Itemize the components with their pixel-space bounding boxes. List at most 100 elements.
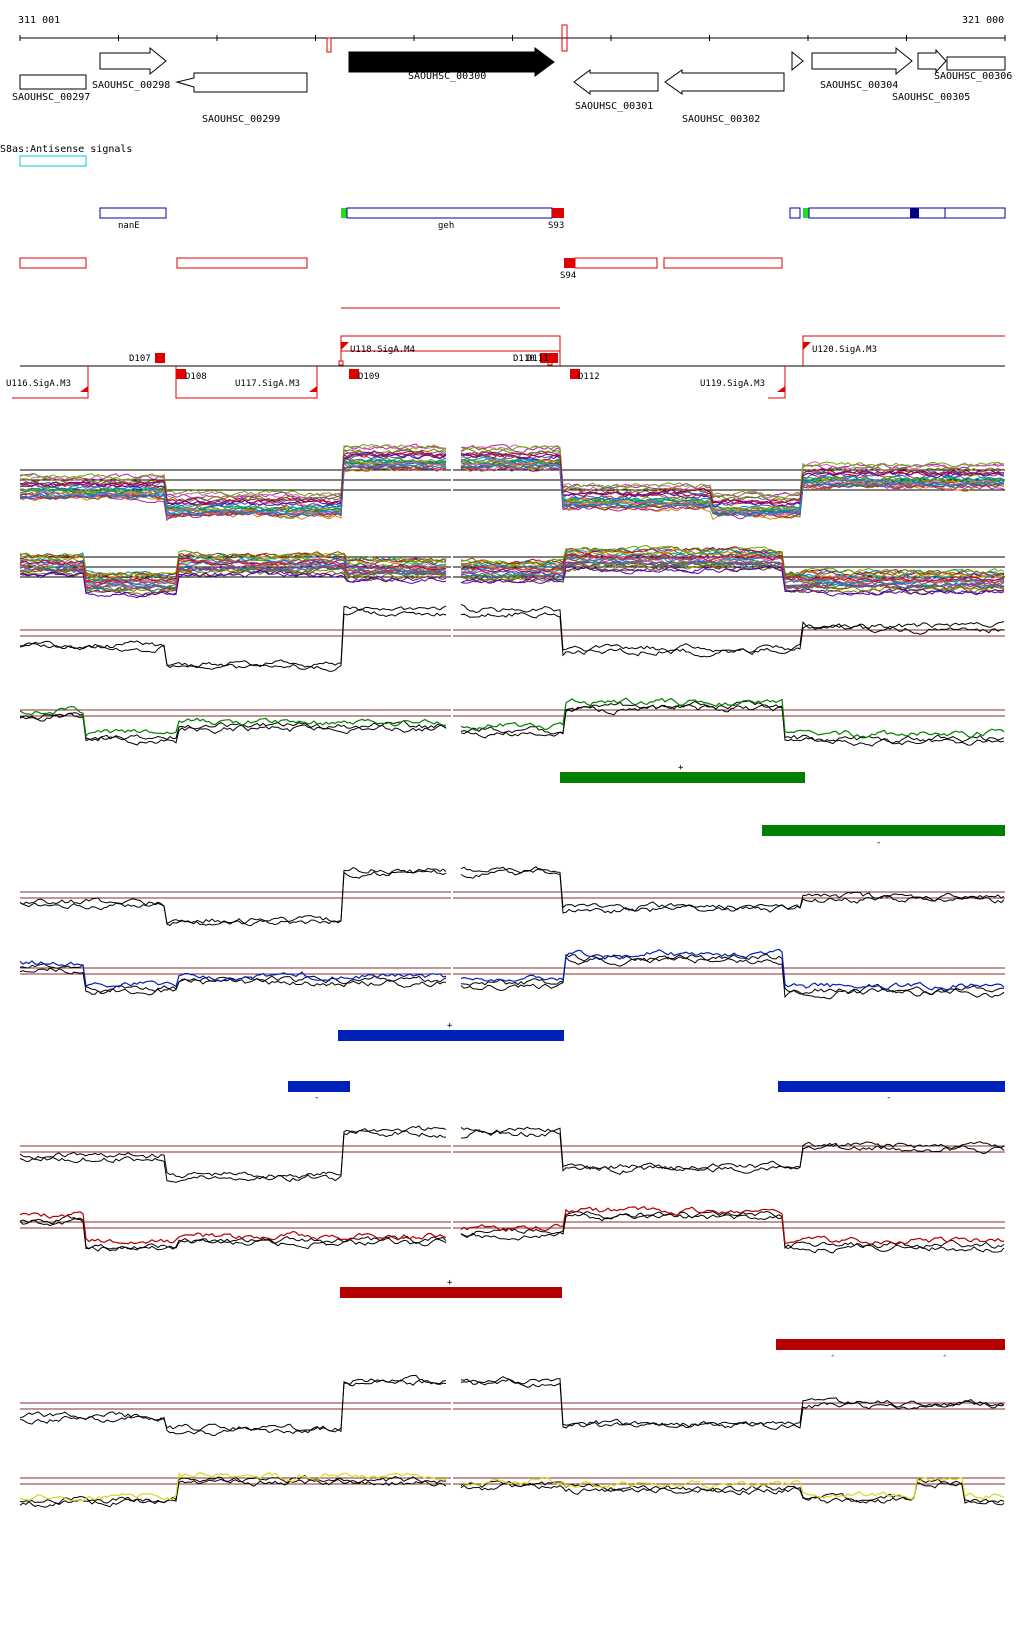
gene-arrow-00300[interactable] [348,47,555,77]
feature-red-2[interactable] [176,257,308,269]
signal-trace [19,449,447,503]
signal-trace [19,448,447,503]
gene-label-00306: SAOUHSC_00306 [934,71,1012,82]
feature-label-nanE: nanE [118,221,140,231]
feature-box-a[interactable] [789,207,801,219]
signal-trace [19,569,447,599]
signal-trace-colour [20,603,446,663]
annotation-track: S8as:Antisense signals nanE geh S93 S94 [0,144,1006,281]
signal-trace-black [460,1211,1005,1254]
panel-green-reverse [19,670,1005,760]
tss-span-u116 [12,366,89,399]
feature-red-4[interactable] [663,257,783,269]
tss-label-d110: D110 [513,354,535,364]
tss-label-u120: U120.SigA.M3 [812,345,877,355]
signal-trace-black [19,605,447,669]
feature-geh[interactable] [346,207,553,219]
segment-red-minus-sign-1: - [830,1351,835,1361]
feature-box-green [803,208,809,218]
tss-marker-d112[interactable] [570,369,580,379]
tss-label-u119: U119.SigA.M3 [700,379,765,389]
signal-trace [460,464,1005,517]
signal-trace-black [460,1210,1005,1250]
signal-trace-black [19,1217,447,1252]
tss-marker-d107[interactable] [155,353,165,363]
segment-bars: + - + - - + - - [288,763,1005,1361]
gene-label-00297: SAOUHSC_00297 [12,92,90,103]
feature-box-b[interactable] [808,207,1006,219]
tss-span-u119 [768,366,786,399]
signal-trace-black [460,612,1005,658]
gene-label-00301: SAOUHSC_00301 [575,101,653,112]
segment-red-minus[interactable] [776,1339,1005,1350]
signal-trace [19,456,447,513]
gene-arrow-00302[interactable] [664,69,785,95]
signal-trace-black [460,1376,1005,1428]
tss-span-u117 [175,366,318,399]
signal-trace [460,450,1005,504]
signal-trace-colour [20,1123,446,1175]
coordinate-ruler: 311 001 321 000 [18,15,1006,53]
undefined [19,852,1005,942]
feature-red-3[interactable] [574,257,658,269]
signal-trace-black [460,1378,1005,1431]
signal-trace-colour [19,1211,447,1245]
feature-nanE[interactable] [99,207,167,219]
signal-trace-colour [19,1471,447,1502]
tss-marker-d109[interactable] [349,369,359,379]
gene-label-00302: SAOUHSC_00302 [682,114,760,125]
gene-arrow-00303[interactable] [791,50,804,72]
gene-arrow-00305[interactable] [917,48,947,74]
gene-arrow-00304[interactable] [811,46,913,76]
signal-trace-black [460,700,1005,745]
signal-trace-colour [460,1205,1004,1245]
signal-trace [460,553,1005,583]
signal-trace [19,558,447,586]
segment-green-plus[interactable] [560,772,805,783]
undefined [19,1363,1005,1453]
panel-multi-forward [19,443,1005,522]
signal-trace-black [19,1130,447,1183]
signal-trace [460,555,1005,586]
tss-marker-d110-d111[interactable] [540,353,558,363]
feature-s93[interactable] [552,208,564,218]
signal-trace [460,553,1005,584]
gene-arrow-00299[interactable] [175,72,308,93]
tss-span-u120 [802,335,1005,366]
signal-trace-black [19,1478,447,1508]
segment-red-minus-sign-2: - [942,1351,947,1361]
feature-label-s93: S93 [548,221,564,231]
signal-trace-colour [460,697,1005,739]
signal-trace [19,444,447,499]
signal-trace [19,464,447,522]
feature-geh-start [341,208,347,218]
panel-blue-reverse [19,928,1005,1018]
signal-trace [460,445,1005,499]
gene-arrow-00298[interactable] [99,46,167,76]
tss-label-u118: U118.SigA.M4 [350,345,415,355]
gene-label-00299: SAOUHSC_00299 [202,114,280,125]
segment-green-minus[interactable] [762,825,1005,836]
signal-trace [20,450,447,506]
ruler-marker-1 [326,37,332,53]
signal-trace [19,463,447,517]
gene-arrow-00297[interactable] [19,74,87,90]
tss-track: D107 D108 D109 D110 D111 D112 U116.SigA.… [6,307,1005,399]
gene-arrow-00301[interactable] [573,69,659,95]
feature-red-1[interactable] [19,257,87,269]
signal-trace [460,562,1005,593]
signal-trace-black [19,608,447,672]
signal-trace-black [460,703,1005,747]
gene-label-00305: SAOUHSC_00305 [892,92,970,103]
tss-marker-d108[interactable] [176,369,186,379]
gene-arrow-00306[interactable] [946,56,1006,71]
signal-trace [19,452,447,508]
antisense-box[interactable] [19,155,87,167]
segment-blue-minus-2[interactable] [778,1081,1005,1092]
feature-s94[interactable] [564,258,575,268]
segment-red-plus[interactable] [340,1287,562,1298]
signal-trace [460,558,1005,588]
signal-trace-black [19,712,447,742]
segment-blue-plus[interactable] [338,1030,564,1041]
segment-blue-minus-1[interactable] [288,1081,350,1092]
